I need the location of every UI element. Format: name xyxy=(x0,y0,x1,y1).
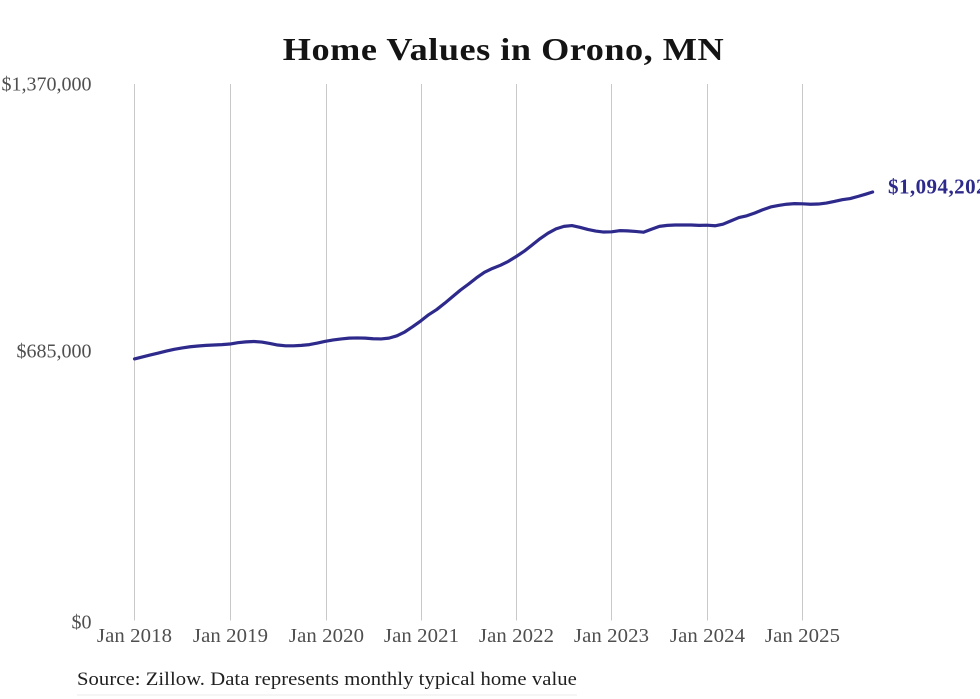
svg-text:$1,094,202: $1,094,202 xyxy=(888,174,980,198)
svg-text:$0: $0 xyxy=(72,612,92,634)
svg-text:Jan 2024: Jan 2024 xyxy=(670,626,745,647)
svg-text:Jan 2023: Jan 2023 xyxy=(574,626,649,647)
svg-text:Jan 2025: Jan 2025 xyxy=(765,626,840,647)
svg-text:$685,000: $685,000 xyxy=(17,341,92,363)
svg-text:Jan 2018: Jan 2018 xyxy=(97,626,172,647)
svg-text:Source: Zillow. Data represent: Source: Zillow. Data represents monthly … xyxy=(77,669,577,690)
svg-text:Jan 2021: Jan 2021 xyxy=(384,626,459,647)
svg-text:Home Values in Orono, MN: Home Values in Orono, MN xyxy=(283,33,724,67)
svg-text:Jan 2020: Jan 2020 xyxy=(289,626,364,647)
svg-text:$1,370,000: $1,370,000 xyxy=(2,74,92,96)
svg-text:Jan 2019: Jan 2019 xyxy=(193,626,268,647)
svg-text:Jan 2022: Jan 2022 xyxy=(479,626,554,647)
